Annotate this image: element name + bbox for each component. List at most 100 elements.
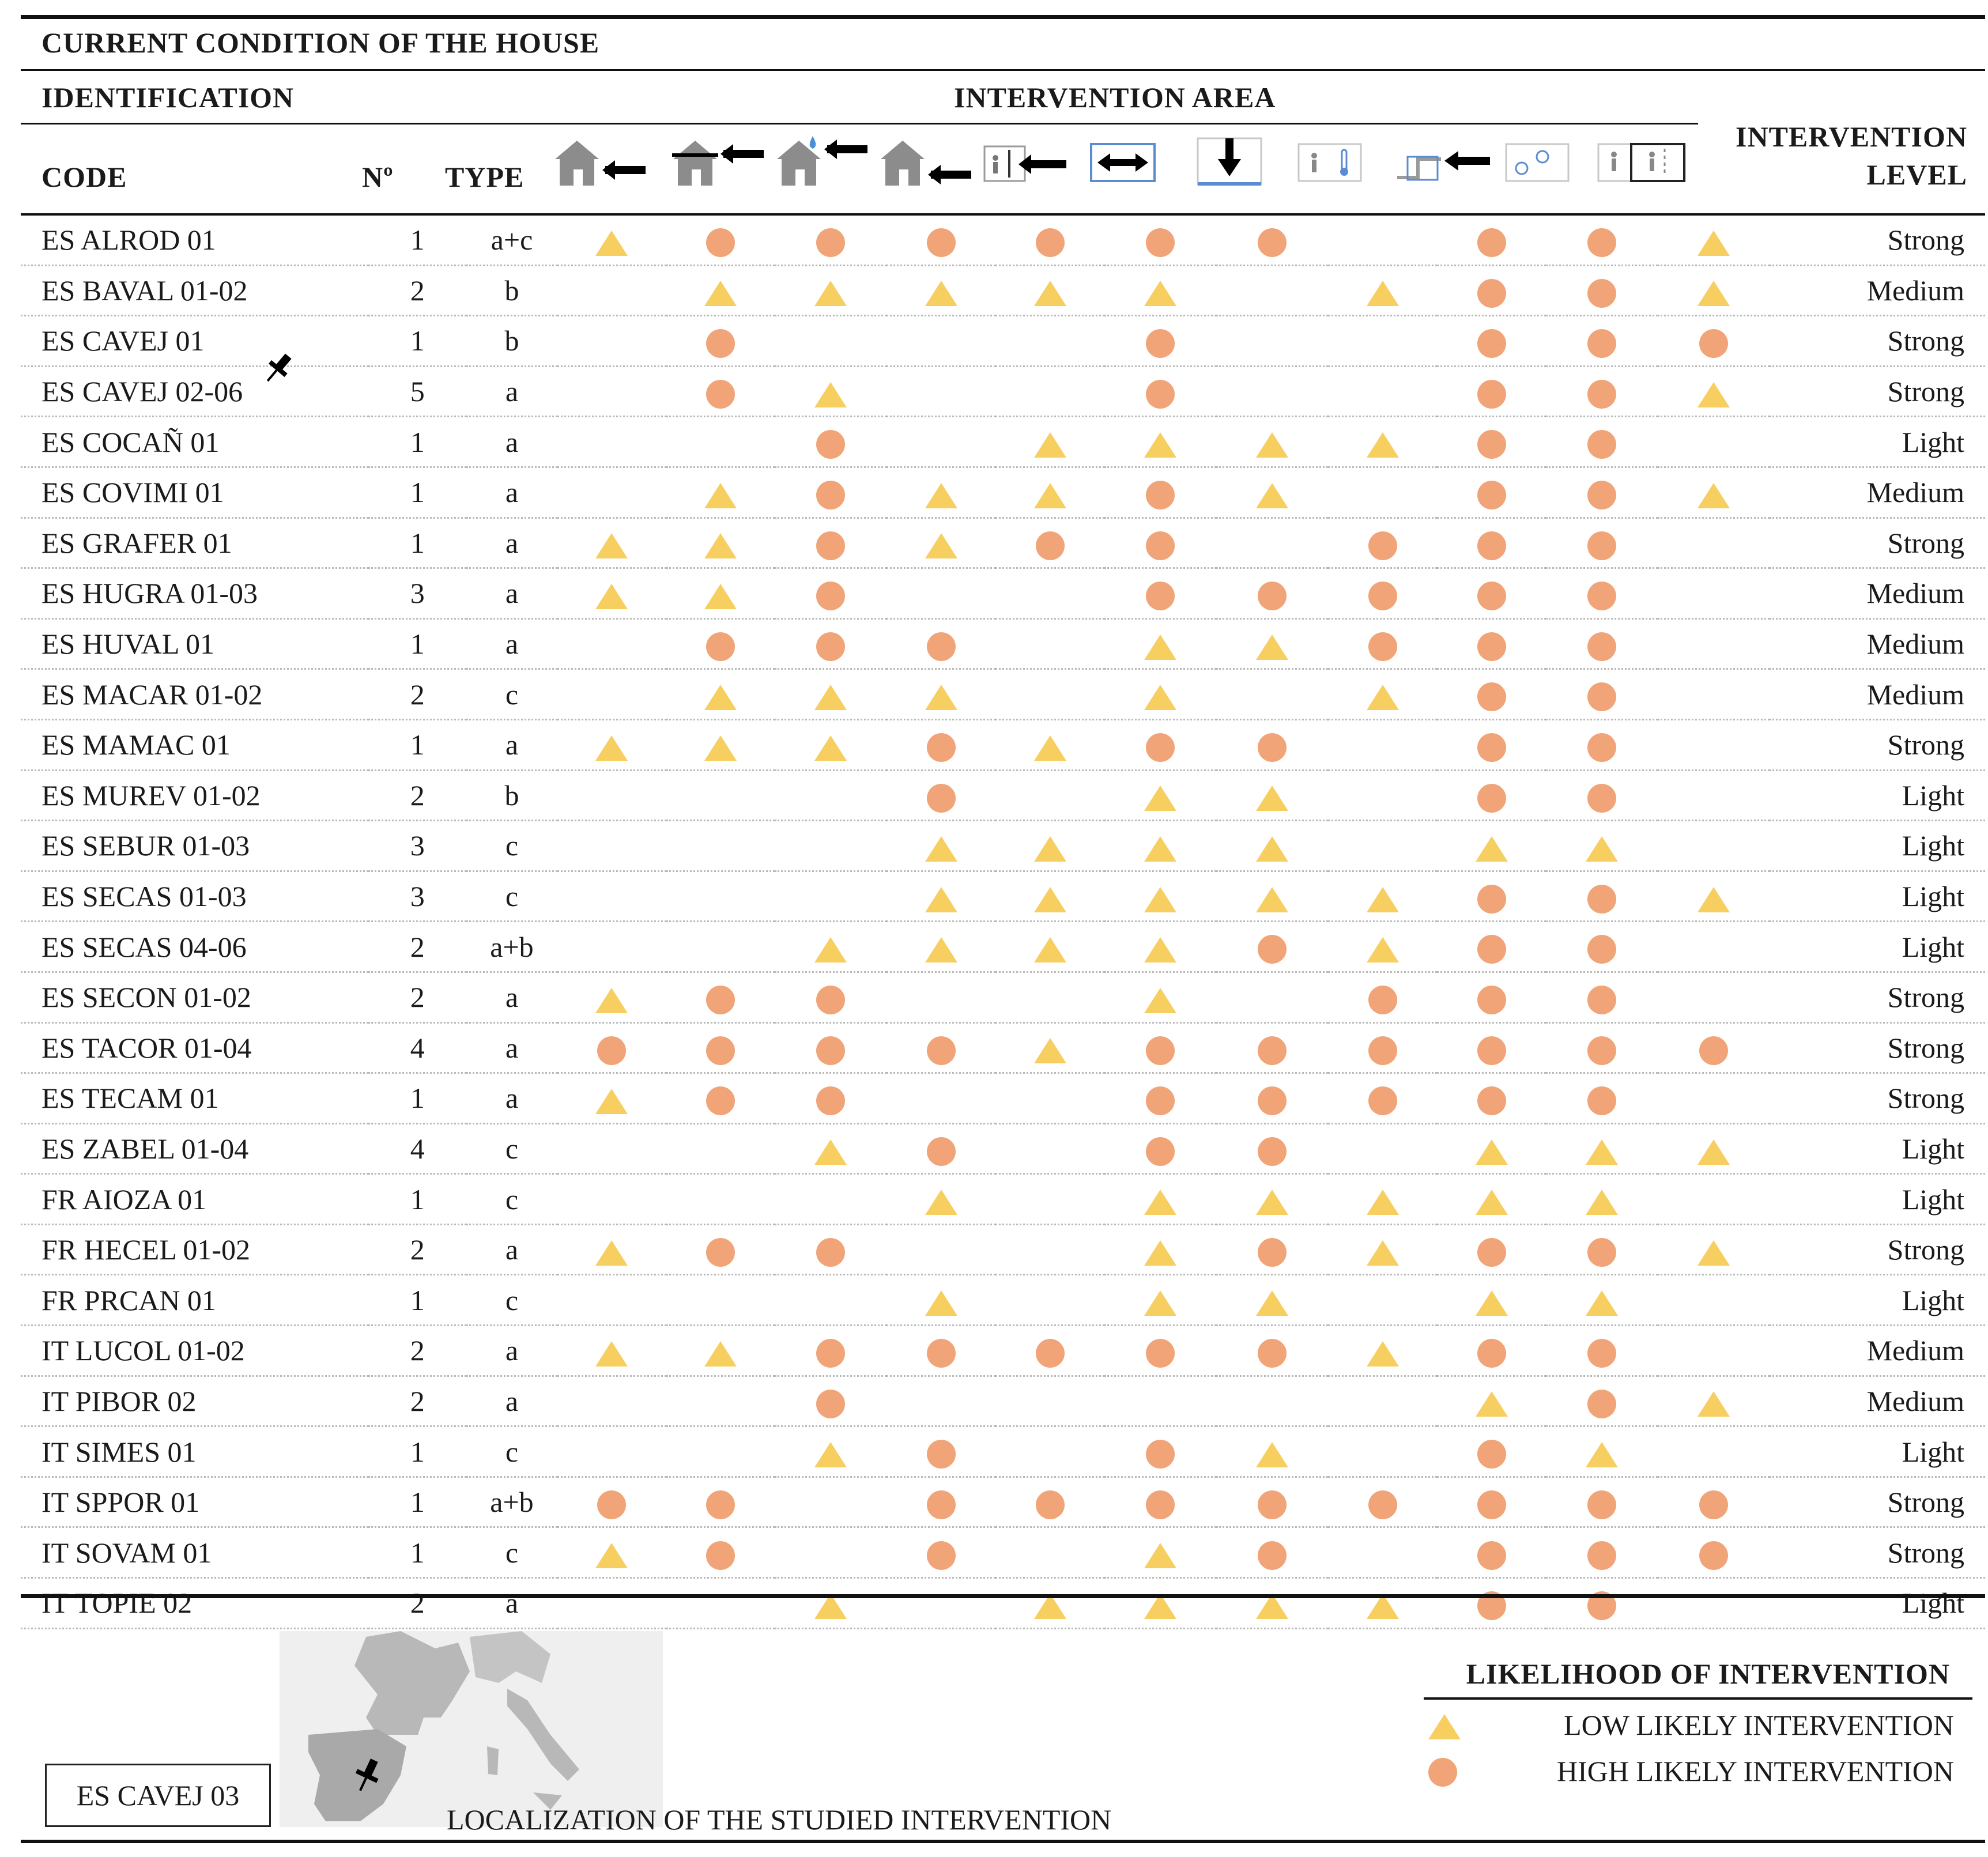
row-code: IT PIBOR 02 xyxy=(21,1376,368,1426)
row-type: a+b xyxy=(466,922,557,972)
high-likelihood-circle xyxy=(1036,1490,1065,1519)
legend-high-circle xyxy=(1428,1758,1457,1787)
area-cell-sanitation-icon xyxy=(1546,1578,1658,1629)
low-likelihood-triangle xyxy=(1367,1190,1399,1215)
area-cell-vertical-load-icon xyxy=(1216,719,1328,770)
row-code: ES ZABEL 01-04 xyxy=(21,1123,368,1174)
area-cell-house-wall-icon xyxy=(557,316,666,367)
high-likelihood-circle xyxy=(1477,531,1506,560)
area-cell-room-layout-icon xyxy=(1658,770,1770,821)
high-likelihood-circle xyxy=(706,1541,735,1570)
low-likelihood-triangle xyxy=(595,735,628,761)
area-cell-house-roof-icon xyxy=(666,1326,775,1376)
area-cell-house-wall-icon xyxy=(557,719,666,770)
table-row: ES TACOR 01-04 4 a Strong xyxy=(21,1022,1985,1073)
area-cell-house-roof-water-icon xyxy=(775,1527,887,1578)
table-row: FR AIOZA 01 1 c Light xyxy=(21,1174,1985,1225)
low-likelihood-triangle xyxy=(704,483,737,508)
low-likelihood-triangle xyxy=(814,685,847,710)
area-cell-vertical-load-icon xyxy=(1216,922,1328,972)
high-likelihood-circle xyxy=(1587,1490,1616,1519)
area-cell-thermal-comfort-icon xyxy=(1328,1174,1437,1225)
row-number: 2 xyxy=(368,770,466,821)
area-cell-installations-icon xyxy=(1437,1326,1546,1376)
area-cell-house-roof-icon xyxy=(666,1123,775,1174)
high-likelihood-circle xyxy=(1258,1086,1287,1115)
area-cell-vertical-load-icon xyxy=(1216,1578,1328,1629)
identification-header: IDENTIFICATION xyxy=(42,81,294,114)
low-likelihood-triangle xyxy=(1144,937,1176,963)
area-cell-thermal-comfort-icon xyxy=(1328,1527,1437,1578)
table-row: ES HUGRA 01-03 3 a Medium xyxy=(21,568,1985,619)
area-cell-vertical-load-icon xyxy=(1216,770,1328,821)
low-likelihood-triangle xyxy=(925,1190,957,1215)
area-cell-sanitation-icon xyxy=(1546,669,1658,720)
row-type: a xyxy=(466,1022,557,1073)
area-cell-horizontal-expand-icon xyxy=(1104,1022,1216,1073)
low-likelihood-triangle xyxy=(925,887,957,912)
area-cell-house-roof-water-icon xyxy=(775,316,887,367)
legend-rule xyxy=(1424,1697,1972,1700)
area-cell-installations-icon xyxy=(1437,972,1546,1022)
row-intervention-level: Light xyxy=(1770,1426,1985,1477)
row-number: 2 xyxy=(368,1578,466,1629)
area-cell-vertical-load-icon xyxy=(1216,821,1328,871)
row-intervention-level: Medium xyxy=(1770,618,1985,669)
high-likelihood-circle xyxy=(927,1440,956,1469)
row-code: IT LUCOL 01-02 xyxy=(21,1326,368,1376)
low-likelihood-triangle xyxy=(925,685,957,710)
area-cell-house-roof-water-icon xyxy=(775,1073,887,1124)
area-cell-horizontal-expand-icon xyxy=(1104,366,1216,417)
area-cell-sanitation-icon xyxy=(1546,265,1658,316)
row-code: ES TACOR 01-04 xyxy=(21,1022,368,1073)
area-cell-partition-wall-icon xyxy=(995,1224,1104,1275)
top-rule xyxy=(21,15,1985,19)
high-likelihood-circle xyxy=(1587,1339,1616,1368)
high-likelihood-circle xyxy=(1477,481,1506,509)
vertical-load-icon xyxy=(1196,136,1265,189)
high-likelihood-circle xyxy=(1587,632,1616,661)
area-cell-sanitation-icon xyxy=(1546,1426,1658,1477)
area-cell-sanitation-icon xyxy=(1546,871,1658,922)
area-cell-horizontal-expand-icon xyxy=(1104,518,1216,568)
low-likelihood-triangle xyxy=(925,281,957,306)
area-cell-partition-wall-icon xyxy=(995,1376,1104,1426)
row-type: c xyxy=(466,1426,557,1477)
area-cell-installations-icon xyxy=(1437,1275,1546,1326)
high-likelihood-circle xyxy=(1587,1238,1616,1267)
high-likelihood-circle xyxy=(1368,531,1397,560)
area-cell-room-layout-icon xyxy=(1658,1073,1770,1124)
low-likelihood-triangle xyxy=(1697,1139,1730,1165)
area-cell-horizontal-expand-icon xyxy=(1104,216,1216,265)
low-likelihood-triangle xyxy=(704,685,737,710)
high-likelihood-circle xyxy=(816,228,845,257)
area-cell-installations-icon xyxy=(1437,669,1546,720)
title-rule xyxy=(21,69,1985,71)
row-number: 1 xyxy=(368,719,466,770)
row-intervention-level: Light xyxy=(1770,1123,1985,1174)
area-cell-house-roof-water-icon xyxy=(775,618,887,669)
area-cell-installations-icon xyxy=(1437,216,1546,265)
intervention-area-header: INTERVENTION AREA xyxy=(954,81,1276,114)
area-cell-installations-icon xyxy=(1437,719,1546,770)
row-type: a xyxy=(466,1224,557,1275)
row-number: 1 xyxy=(368,1073,466,1124)
area-cell-house-roof-icon xyxy=(666,1224,775,1275)
row-type: c xyxy=(466,821,557,871)
area-cell-house-floor-icon xyxy=(887,972,995,1022)
row-number: 2 xyxy=(368,1224,466,1275)
area-cell-thermal-comfort-icon xyxy=(1328,922,1437,972)
area-cell-installations-icon xyxy=(1437,316,1546,367)
high-likelihood-circle xyxy=(706,1086,735,1115)
high-likelihood-circle xyxy=(1587,986,1616,1014)
table-row: ES SECAS 01-03 3 c Light xyxy=(21,871,1985,922)
area-cell-horizontal-expand-icon xyxy=(1104,568,1216,619)
high-likelihood-circle xyxy=(1587,582,1616,610)
area-cell-house-roof-icon xyxy=(666,719,775,770)
installations-icon xyxy=(1395,136,1493,189)
high-likelihood-circle xyxy=(816,1036,845,1065)
pin-icon xyxy=(257,349,297,390)
high-likelihood-circle xyxy=(1477,784,1506,813)
area-cell-installations-icon xyxy=(1437,568,1546,619)
area-cell-horizontal-expand-icon xyxy=(1104,265,1216,316)
